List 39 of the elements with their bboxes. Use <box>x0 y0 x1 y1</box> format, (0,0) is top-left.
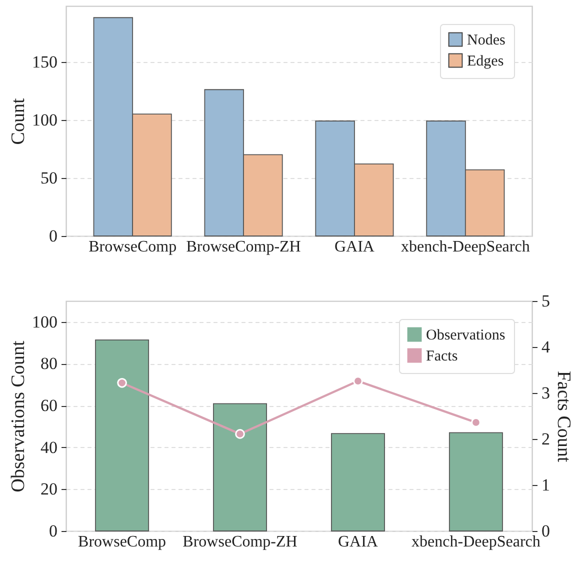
y-tick-label: 150 <box>32 52 58 72</box>
legend-label: Edges <box>467 54 504 70</box>
y2-tick-label: 5 <box>542 292 550 310</box>
bar <box>330 433 385 532</box>
x-tick-label: BrowseComp <box>78 534 166 550</box>
x-tick-label: BrowseComp <box>88 238 177 256</box>
y-tick-label: 20 <box>40 480 58 499</box>
y2-tick-label: 4 <box>542 338 550 356</box>
legend-label: Observations <box>426 328 506 344</box>
y-tick-label: 100 <box>32 312 58 332</box>
bar <box>213 403 268 532</box>
x-tick-label: GAIA <box>338 534 378 550</box>
legend-label: Facts <box>426 348 458 364</box>
y2-tick-label: 1 <box>542 476 550 494</box>
y2-tick-label: 2 <box>542 430 550 448</box>
point <box>117 378 127 388</box>
y-tick-label: 40 <box>40 438 58 457</box>
x-tick-label: xbench-DeepSearch <box>412 534 540 550</box>
point <box>353 376 363 386</box>
bar <box>448 432 503 532</box>
y-tick-label: 0 <box>49 226 58 246</box>
y-tick-label: 60 <box>40 396 58 416</box>
x-tick-label: BrowseComp-ZH <box>186 238 302 256</box>
x-tick-label: xbench-DeepSearch <box>401 238 530 256</box>
y-tick-label: 50 <box>40 168 58 188</box>
y-tick-label: 80 <box>40 354 58 374</box>
point <box>235 429 245 439</box>
x-tick-label: GAIA <box>334 238 375 256</box>
y-tick-label: 0 <box>49 522 58 540</box>
y2-tick-label: 0 <box>542 522 550 540</box>
y-axis-title: Count <box>8 98 29 145</box>
legend-label: Nodes <box>467 32 506 48</box>
point <box>471 418 481 428</box>
bar <box>95 339 150 532</box>
y-tick-label: 100 <box>32 110 58 130</box>
x-tick-label: BrowseComp-ZH <box>182 534 298 550</box>
y2-axis-title: Facts Count <box>553 370 574 463</box>
y-axis-title: Observations Count <box>8 340 29 492</box>
y2-tick-label: 3 <box>542 384 550 402</box>
